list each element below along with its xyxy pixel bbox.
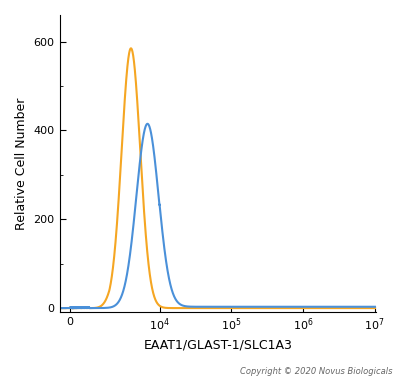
Y-axis label: Relative Cell Number: Relative Cell Number — [15, 97, 28, 229]
X-axis label: EAAT1/GLAST-1/SLC1A3: EAAT1/GLAST-1/SLC1A3 — [144, 339, 292, 352]
Text: Copyright © 2020 Novus Biologicals: Copyright © 2020 Novus Biologicals — [240, 367, 392, 376]
